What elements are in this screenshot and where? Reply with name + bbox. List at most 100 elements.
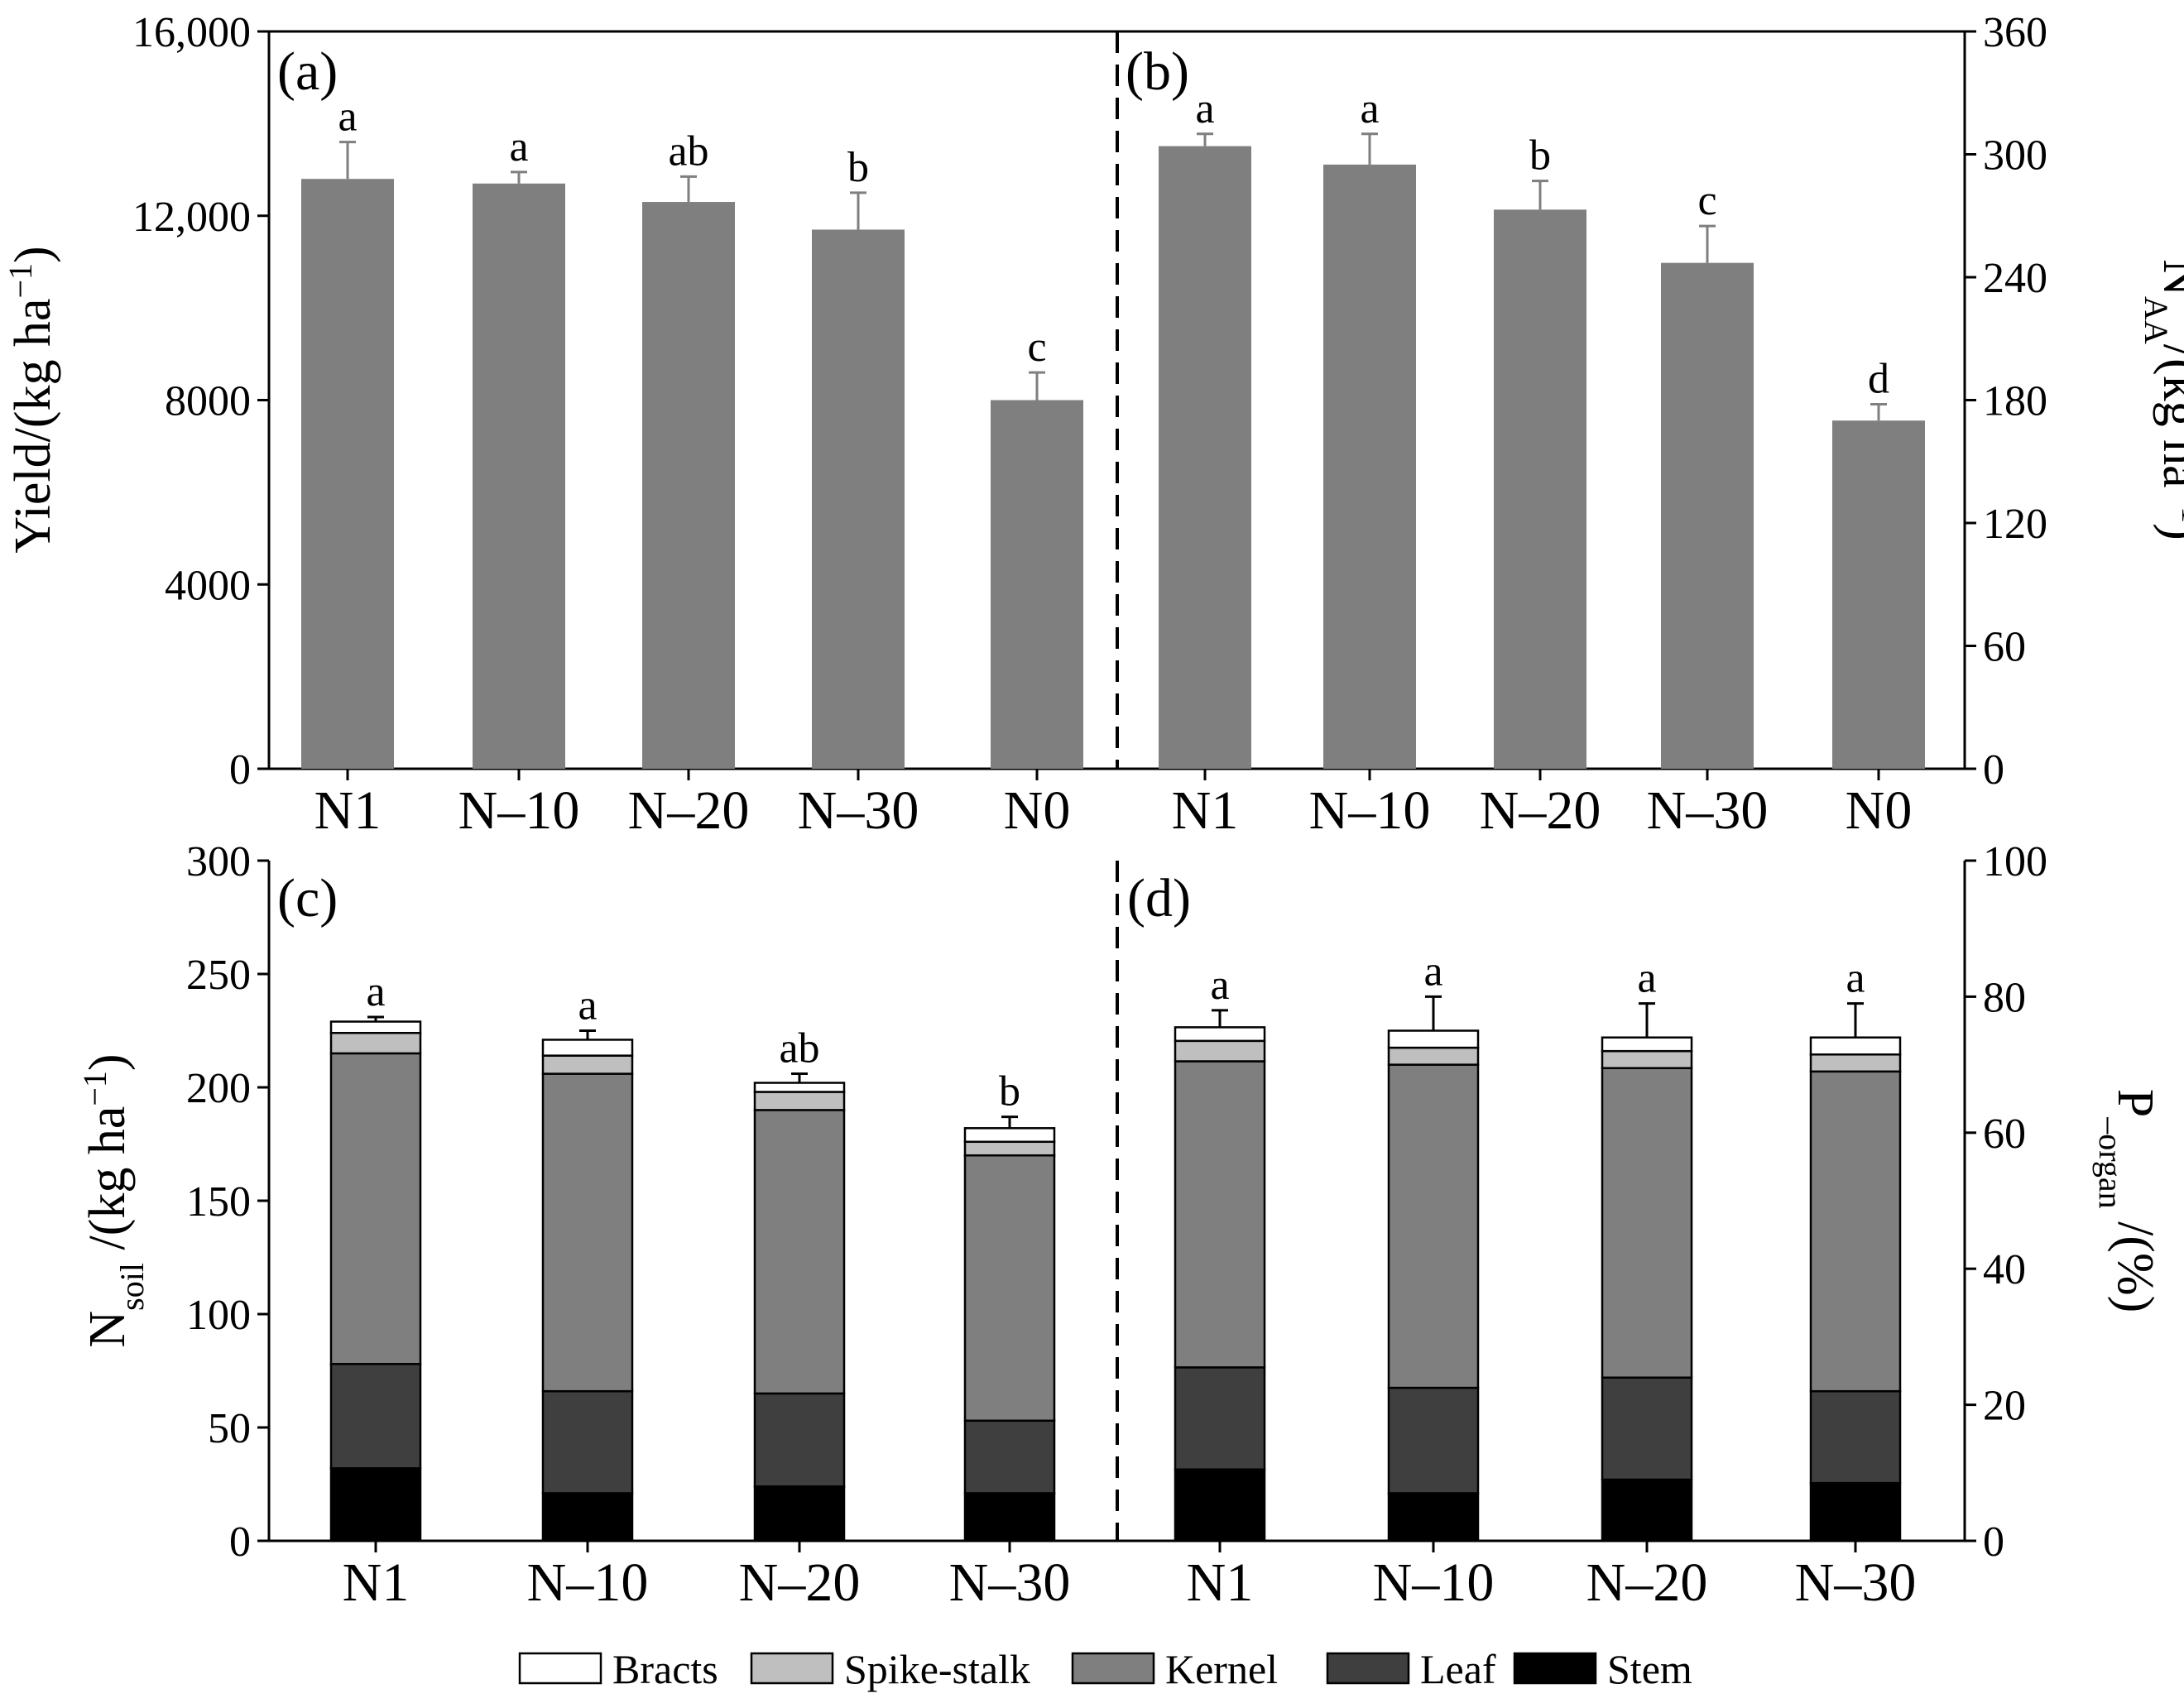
- legend: Bracts Spike-stalk Kernel Leaf Stem: [518, 1646, 1692, 1692]
- y-tick-label: 300: [186, 838, 251, 885]
- bar: [1661, 262, 1754, 769]
- significance-letter: a: [1195, 85, 1214, 132]
- bar-segment-bracts: [963, 1127, 1056, 1144]
- bar-segment-bracts: [1809, 1036, 1902, 1056]
- y-tick-label: 150: [186, 1178, 251, 1226]
- x-tick-label: N–10: [1373, 1552, 1495, 1613]
- significance-letter: ab: [779, 1025, 819, 1072]
- bar-segment-stem: [1387, 1492, 1480, 1542]
- bar-segment-leaf: [1174, 1366, 1266, 1471]
- y-tick-label: 100: [1983, 838, 2047, 885]
- bar-segment-stem: [329, 1467, 422, 1542]
- x-tick-label: N–30: [798, 780, 919, 841]
- x-tick-label: N–20: [1480, 780, 1601, 841]
- y-tick-label: 180: [1983, 378, 2047, 425]
- x-tick-label: N–30: [1795, 1552, 1917, 1613]
- legend-swatch-stem: [1513, 1652, 1597, 1685]
- y-axis-label: NAA/(kg ha−1): [2138, 259, 2184, 540]
- significance-letter: b: [1529, 132, 1551, 180]
- significance-letter: a: [1360, 85, 1379, 132]
- bar-segment-leaf: [329, 1363, 422, 1470]
- bar-segment-kernel: [1809, 1070, 1902, 1393]
- panel-label: (d): [1127, 868, 1191, 928]
- legend-label: Stem: [1607, 1646, 1692, 1692]
- bar-segment-leaf: [753, 1392, 846, 1488]
- bar: [1494, 209, 1586, 769]
- significance-letter: a: [366, 968, 385, 1015]
- bar-segment-stem: [1601, 1478, 1693, 1542]
- x-tick-label: N0: [1846, 780, 1913, 841]
- legend-swatch-leaf: [1326, 1652, 1410, 1685]
- bar-segment-bracts: [541, 1039, 634, 1057]
- panel-d: 0 20 40 60 80 100 N1 N–10 N–20 N–30 a a a a (d) P–organ…: [1127, 838, 2163, 1613]
- bar-segment-spike-stalk: [1601, 1049, 1693, 1069]
- bar-segment-stem: [963, 1492, 1056, 1542]
- y-tick-label: 250: [186, 952, 251, 999]
- legend-swatch-kernel: [1071, 1652, 1155, 1685]
- y-tick-label: 300: [1983, 132, 2047, 180]
- bar-segment-spike-stalk: [329, 1031, 422, 1055]
- x-tick-label: N–20: [628, 780, 750, 841]
- legend-swatch-spike-stalk: [750, 1652, 834, 1685]
- panel-label: (b): [1126, 41, 1189, 102]
- significance-letter: b: [999, 1068, 1020, 1115]
- bar-segment-bracts: [753, 1082, 846, 1093]
- legend-label: Leaf: [1420, 1646, 1496, 1692]
- y-tick-label: 16,000: [132, 9, 251, 56]
- y-tick-label: 100: [186, 1292, 251, 1339]
- bar: [991, 400, 1083, 769]
- y-tick-label: 60: [1983, 624, 2026, 671]
- y-tick-label: 240: [1983, 255, 2047, 302]
- bar-segment-spike-stalk: [1174, 1039, 1266, 1063]
- y-tick-label: 0: [229, 746, 251, 794]
- significance-letter: a: [578, 982, 597, 1029]
- x-tick-label: N1: [1187, 1552, 1254, 1613]
- bar: [1159, 146, 1251, 770]
- y-tick-label: 0: [1983, 1518, 2004, 1566]
- y-tick-label: 200: [186, 1065, 251, 1112]
- significance-letter: d: [1868, 355, 1889, 402]
- y-tick-label: 120: [1983, 501, 2047, 548]
- x-tick-label: N–10: [527, 1552, 649, 1613]
- bar-segment-stem: [1809, 1481, 1902, 1542]
- x-tick-label: N0: [1004, 780, 1071, 841]
- y-tick-label: 40: [1983, 1246, 2026, 1293]
- y-axis-label: Nsoil /(kg ha−1): [76, 1053, 151, 1347]
- bar-segment-bracts: [1601, 1036, 1693, 1053]
- y-tick-label: 8000: [165, 378, 251, 425]
- significance-letter: b: [847, 144, 869, 191]
- bar: [473, 183, 565, 770]
- bar: [1323, 164, 1416, 769]
- x-tick-label: N–10: [458, 780, 580, 841]
- bar-segment-kernel: [1601, 1067, 1693, 1379]
- bar-segment-kernel: [753, 1109, 846, 1395]
- significance-letter: a: [509, 123, 528, 170]
- legend-label: Kernel: [1165, 1646, 1278, 1692]
- y-tick-label: 0: [229, 1518, 251, 1566]
- bar: [642, 202, 735, 769]
- significance-letter: a: [1423, 948, 1442, 995]
- bar-segment-kernel: [1387, 1063, 1480, 1389]
- bar-segment-spike-stalk: [963, 1140, 1056, 1157]
- bar: [812, 229, 905, 769]
- legend-label: Spike-stalk: [844, 1646, 1030, 1692]
- bar-segment-stem: [541, 1492, 634, 1542]
- y-tick-label: 12,000: [132, 194, 251, 241]
- y-axis-label: Yield/(kg ha−1): [2, 246, 62, 553]
- significance-letter: a: [1210, 962, 1229, 1009]
- significance-letter: a: [338, 94, 357, 141]
- x-tick-label: N–30: [949, 1552, 1071, 1613]
- bar-segment-stem: [1174, 1468, 1266, 1542]
- panel-label: (a): [277, 41, 338, 102]
- bar-segment-spike-stalk: [541, 1054, 634, 1075]
- y-tick-label: 60: [1983, 1111, 2026, 1158]
- legend-swatch-bracts: [518, 1652, 602, 1685]
- significance-letter: a: [1637, 955, 1656, 1002]
- x-tick-label: N1: [314, 780, 382, 841]
- bar: [301, 179, 394, 769]
- y-tick-label: 20: [1983, 1383, 2026, 1430]
- x-tick-label: N1: [1172, 780, 1239, 841]
- bar-segment-kernel: [963, 1154, 1056, 1423]
- x-tick-label: N1: [343, 1552, 410, 1613]
